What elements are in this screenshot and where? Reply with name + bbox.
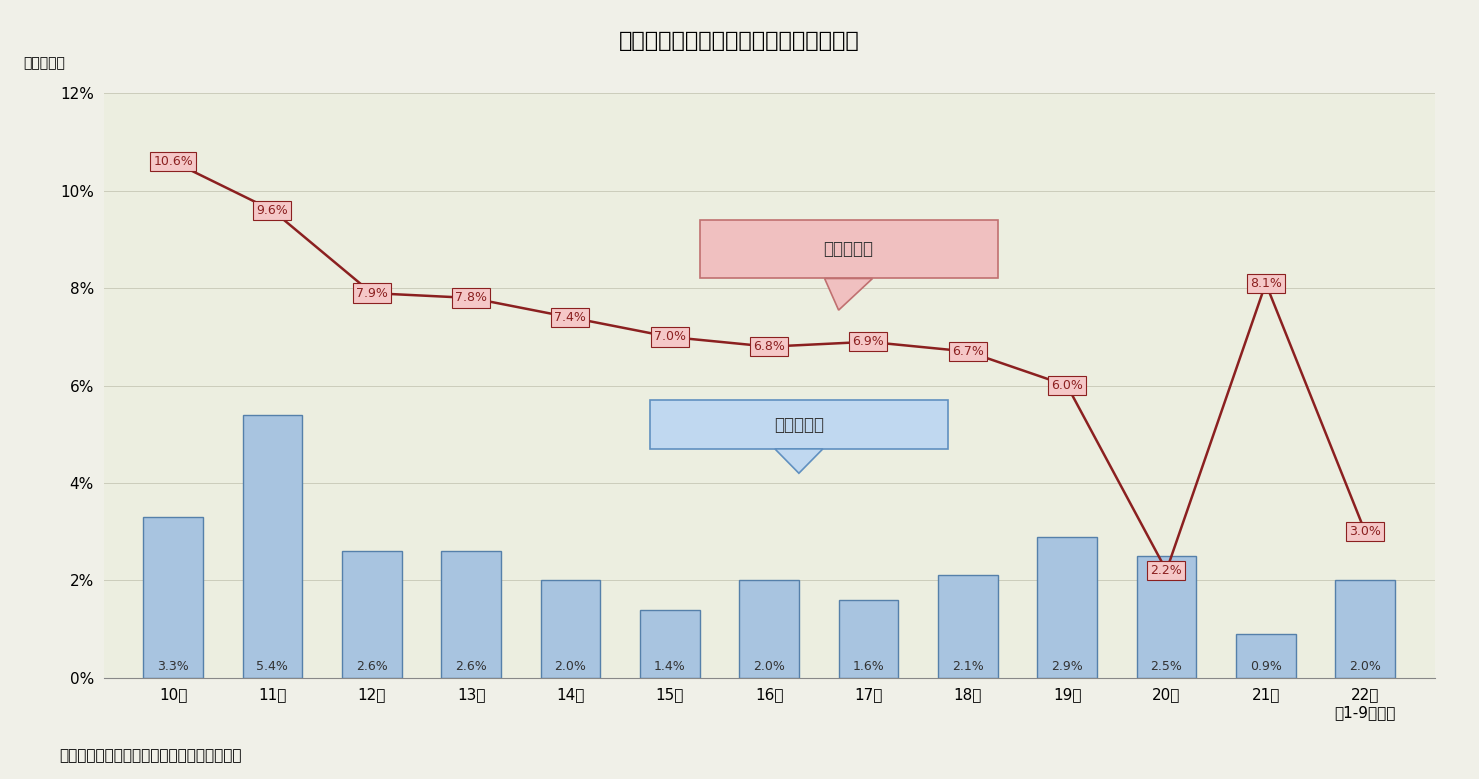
Bar xyxy=(839,600,898,678)
Text: 8.1%: 8.1% xyxy=(1250,277,1282,290)
Text: 2.6%: 2.6% xyxy=(456,660,487,673)
Text: 2.2%: 2.2% xyxy=(1151,564,1182,577)
Text: 7.8%: 7.8% xyxy=(456,291,487,305)
Bar xyxy=(740,580,799,678)
FancyBboxPatch shape xyxy=(700,220,997,279)
Text: 消費者物価: 消費者物価 xyxy=(774,415,824,434)
Text: 1.4%: 1.4% xyxy=(654,660,686,673)
Bar xyxy=(541,580,600,678)
Text: 7.9%: 7.9% xyxy=(356,287,387,300)
Text: 5.4%: 5.4% xyxy=(256,660,288,673)
Text: 7.4%: 7.4% xyxy=(555,311,586,324)
Text: 2.5%: 2.5% xyxy=(1151,660,1182,673)
Text: 6.0%: 6.0% xyxy=(1052,379,1083,392)
Bar xyxy=(143,517,203,678)
Bar xyxy=(243,414,302,678)
Bar xyxy=(1236,634,1296,678)
Text: 2.0%: 2.0% xyxy=(555,660,586,673)
FancyBboxPatch shape xyxy=(649,400,948,449)
Text: 6.8%: 6.8% xyxy=(753,340,785,353)
Bar xyxy=(441,552,501,678)
Bar xyxy=(1137,556,1197,678)
Text: 2.9%: 2.9% xyxy=(1052,660,1083,673)
Polygon shape xyxy=(825,279,873,310)
Bar xyxy=(1336,580,1395,678)
Bar xyxy=(938,576,997,678)
Bar xyxy=(640,609,700,678)
Text: （中国国家統計局のデータを元に筆者作成）: （中国国家統計局のデータを元に筆者作成） xyxy=(59,749,241,763)
Text: 1.6%: 1.6% xyxy=(852,660,884,673)
Text: 実質成長率: 実質成長率 xyxy=(824,240,874,259)
Bar xyxy=(342,552,401,678)
Text: 0.9%: 0.9% xyxy=(1250,660,1282,673)
Text: 3.0%: 3.0% xyxy=(1349,525,1381,538)
Text: 2.0%: 2.0% xyxy=(753,660,785,673)
Text: 図表１：中国の経済成長率と消費者物価: 図表１：中国の経済成長率と消費者物価 xyxy=(620,31,859,51)
Text: 6.7%: 6.7% xyxy=(952,345,984,358)
Polygon shape xyxy=(775,449,822,473)
Text: 3.3%: 3.3% xyxy=(157,660,189,673)
Text: 2.1%: 2.1% xyxy=(952,660,984,673)
Text: 2.0%: 2.0% xyxy=(1349,660,1381,673)
Text: 10.6%: 10.6% xyxy=(154,155,192,168)
Text: 7.0%: 7.0% xyxy=(654,330,686,344)
Text: 9.6%: 9.6% xyxy=(256,204,288,217)
Text: 2.6%: 2.6% xyxy=(356,660,387,673)
Text: 6.9%: 6.9% xyxy=(852,335,884,348)
Bar xyxy=(1037,537,1097,678)
Text: （前年比）: （前年比） xyxy=(24,56,65,70)
